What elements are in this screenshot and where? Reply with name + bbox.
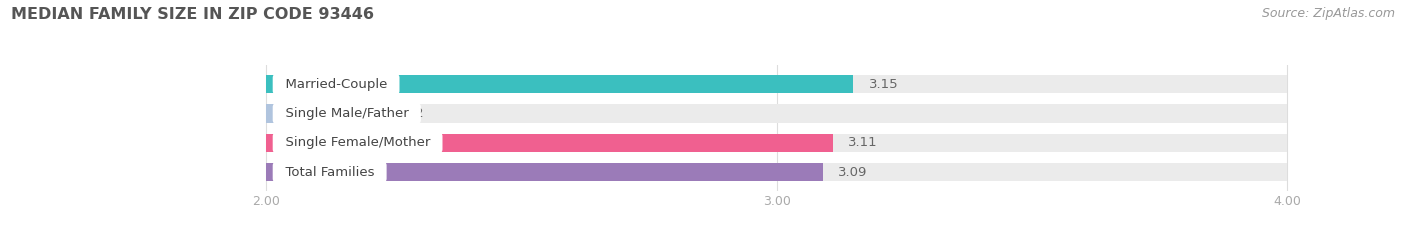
Text: Married-Couple: Married-Couple (277, 78, 395, 91)
Text: 3.09: 3.09 (838, 165, 868, 178)
Text: 2.22: 2.22 (394, 107, 423, 120)
Text: 3.15: 3.15 (869, 78, 898, 91)
Bar (267, 104, 1288, 123)
Text: 3.11: 3.11 (848, 136, 877, 149)
Bar (267, 163, 823, 181)
Bar (267, 134, 1288, 152)
Text: MEDIAN FAMILY SIZE IN ZIP CODE 93446: MEDIAN FAMILY SIZE IN ZIP CODE 93446 (11, 7, 374, 22)
Bar (267, 163, 1288, 181)
Text: Source: ZipAtlas.com: Source: ZipAtlas.com (1261, 7, 1395, 20)
Text: Single Male/Father: Single Male/Father (277, 107, 418, 120)
Text: Total Families: Total Families (277, 165, 382, 178)
Bar (267, 75, 853, 93)
Text: Single Female/Mother: Single Female/Mother (277, 136, 439, 149)
Bar (267, 134, 832, 152)
Bar (267, 104, 378, 123)
Bar (267, 75, 1288, 93)
